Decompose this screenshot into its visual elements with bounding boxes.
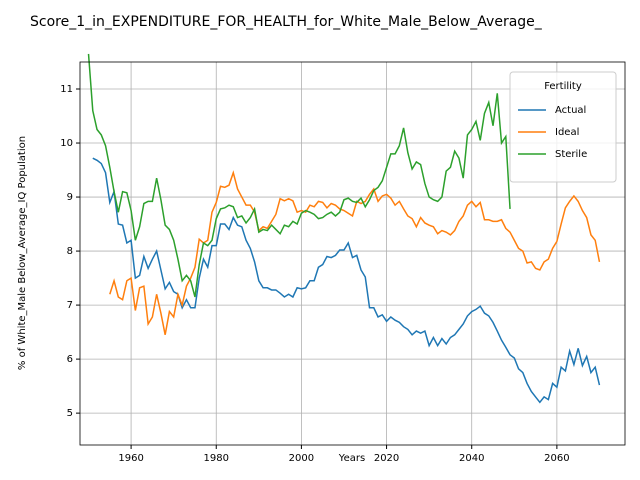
y-tick-label: 5 [67, 408, 73, 419]
chart-title: Score_1_in_EXPENDITURE_FOR_HEALTH_for_Wh… [30, 14, 543, 30]
y-tick-label: 9 [67, 192, 73, 203]
legend-label: Sterile [555, 149, 587, 160]
x-tick-label: 1960 [118, 453, 143, 464]
y-tick-label: 7 [67, 300, 73, 311]
y-axis-label: % of White_Male Below_Average_IQ Populat… [17, 136, 28, 370]
x-tick-label: 1980 [204, 453, 229, 464]
line-series [92, 157, 601, 404]
x-axis-label: Years [338, 453, 365, 464]
line-series [109, 170, 601, 335]
legend-label: Ideal [555, 127, 579, 138]
legend-title: Fertility [544, 81, 582, 92]
y-tick-label: 10 [60, 138, 73, 149]
y-tick-label: 11 [60, 84, 73, 95]
x-tick-label: 2060 [544, 453, 569, 464]
axes-frame [79, 61, 626, 446]
y-tick-label: 6 [67, 354, 73, 365]
x-tick-label: 2000 [289, 453, 314, 464]
y-tick-label: 8 [67, 246, 73, 257]
legend-label: Actual [555, 105, 586, 116]
line-series [87, 53, 511, 298]
x-tick-label: 2020 [374, 453, 399, 464]
x-tick-label: 2040 [459, 453, 484, 464]
